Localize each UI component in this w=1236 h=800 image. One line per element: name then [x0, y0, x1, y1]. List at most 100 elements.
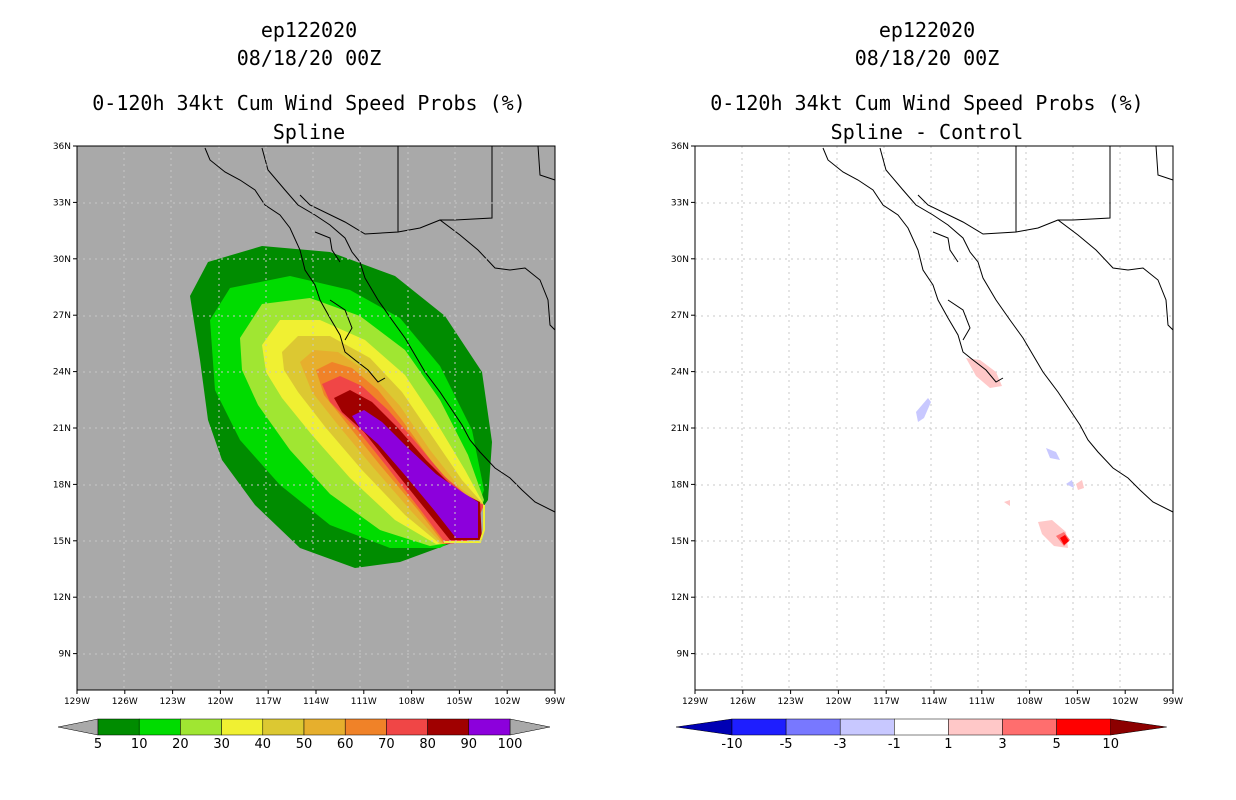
lat-tick-label: 15N — [53, 537, 71, 547]
left-lat-axis: 36N 33N 30N 27N 24N 21N 18N 15N 12N 9N — [53, 142, 77, 660]
colorbar-label: 100 — [498, 737, 523, 752]
lat-tick-label: 30N — [671, 255, 689, 265]
lon-tick-label: 108W — [1017, 697, 1043, 707]
lon-tick-label: 117W — [873, 697, 899, 707]
colorbar-swatch — [344, 718, 387, 736]
colorbar-swatch — [262, 718, 305, 736]
lat-tick-label: 12N — [671, 593, 689, 603]
lon-tick-label: 120W — [207, 697, 233, 707]
right-panel: ep122020 08/18/20 00Z 0-120h 34kt Cum Wi… — [618, 0, 1236, 800]
colorbar-swatch — [303, 718, 346, 736]
lon-tick-label: 102W — [1112, 697, 1138, 707]
right-lat-axis: 36N 33N 30N 27N 24N 21N 18N 15N 12N 9N — [671, 142, 695, 660]
lon-tick-label: 129W — [64, 697, 90, 707]
contour-edge — [444, 505, 485, 543]
lat-tick-label: 21N — [671, 424, 689, 434]
lon-tick-label: 114W — [303, 697, 329, 707]
colorbar-label: 70 — [378, 737, 395, 752]
left-title-method: Spline — [272, 120, 346, 144]
colorbar-label: 90 — [461, 737, 478, 752]
colorbar-swatch — [221, 718, 264, 736]
lat-tick-label: 24N — [53, 368, 71, 378]
lon-tick-label: 114W — [921, 697, 947, 707]
lon-tick-label: 105W — [1064, 697, 1090, 707]
left-colorbar: 5 10 20 30 40 50 60 70 80 90 100 — [57, 718, 551, 752]
colorbar-swatch — [839, 718, 895, 736]
lat-tick-label: 21N — [53, 424, 71, 434]
colorbar-label: 1 — [944, 737, 952, 752]
colorbar-over-triangle — [509, 718, 551, 736]
contour-90 — [352, 410, 478, 538]
lat-tick-label: 36N — [53, 142, 71, 152]
colorbar-under-triangle — [675, 718, 733, 736]
colorbar-label: 5 — [1052, 737, 1060, 752]
left-panel: ep122020 08/18/20 00Z 0-120h 34kt Cum Wi… — [53, 18, 565, 752]
colorbar-label: -3 — [834, 737, 847, 752]
colorbar-swatch — [731, 718, 787, 736]
colorbar-label: 50 — [296, 737, 313, 752]
lat-tick-label: 15N — [671, 537, 689, 547]
lon-tick-label: 120W — [825, 697, 851, 707]
diff-positive-small1 — [1076, 480, 1084, 490]
lat-tick-label: 36N — [671, 142, 689, 152]
right-difference-contours — [916, 358, 1084, 548]
colorbar-swatch — [1002, 718, 1057, 736]
left-title-product: 0-120h 34kt Cum Wind Speed Probs (%) — [92, 91, 526, 115]
lon-tick-label: 111W — [351, 697, 377, 707]
right-gridlines — [695, 146, 1173, 690]
colorbar-label: -10 — [721, 737, 742, 752]
lon-tick-label: 99W — [1163, 697, 1183, 707]
lon-tick-label: 123W — [778, 697, 804, 707]
colorbar-under-triangle — [57, 718, 99, 736]
colorbar-over-triangle — [1110, 718, 1167, 736]
lon-tick-label: 117W — [255, 697, 281, 707]
colorbar-swatch — [97, 718, 140, 736]
left-lon-axis: 129W 126W 123W 120W 117W 114W 111W 108W 105W 102W… — [64, 690, 565, 707]
colorbar-swatch — [785, 718, 841, 736]
lon-tick-label: 126W — [730, 697, 756, 707]
colorbar-swatch — [1056, 718, 1111, 736]
colorbar-label: -5 — [780, 737, 793, 752]
diff-positive-small2 — [1004, 500, 1010, 506]
colorbar-swatch — [386, 718, 428, 736]
lon-tick-label: 108W — [399, 697, 425, 707]
diff-negative-small — [1066, 480, 1074, 488]
lon-tick-label: 111W — [969, 697, 995, 707]
right-colorbar: -10 -5 -3 -1 1 3 5 10 — [675, 718, 1167, 752]
right-title-method: Spline - Control — [830, 120, 1024, 144]
diff-negative-mid — [1046, 448, 1060, 460]
colorbar-swatch — [948, 718, 1003, 736]
colorbar-label: 3 — [998, 737, 1006, 752]
right-title-datetime: 08/18/20 00Z — [854, 46, 1000, 70]
lon-tick-label: 123W — [160, 697, 186, 707]
lat-tick-label: 9N — [677, 650, 689, 660]
left-gridlines — [77, 146, 555, 690]
colorbar-label: 10 — [1102, 737, 1119, 752]
right-map-background — [695, 146, 1173, 690]
lon-tick-label: 105W — [446, 697, 472, 707]
lat-tick-label: 9N — [59, 650, 71, 660]
lat-tick-label: 18N — [671, 480, 689, 490]
right-coastlines — [822, 145, 1174, 513]
diff-positive-baja — [966, 358, 1002, 388]
colorbar-label: 5 — [94, 737, 102, 752]
colorbar-label: 80 — [419, 737, 436, 752]
colorbar-swatch — [180, 718, 222, 736]
colorbar-label: 10 — [131, 737, 148, 752]
diff-positive-peak — [1060, 535, 1069, 545]
lat-tick-label: 30N — [53, 255, 71, 265]
left-coastlines — [204, 145, 556, 513]
colorbar-label: 40 — [255, 737, 272, 752]
right-title-storm-id: ep122020 — [878, 18, 976, 42]
lat-tick-label: 27N — [53, 311, 71, 321]
lon-tick-label: 129W — [682, 697, 708, 707]
right-lon-axis: 129W 126W 123W 120W 117W 114W 111W 108W 105W 102W… — [682, 690, 1183, 707]
colorbar-swatch — [894, 718, 949, 736]
lat-tick-label: 33N — [53, 198, 71, 208]
lat-tick-label: 24N — [671, 368, 689, 378]
colorbar-label: 30 — [213, 737, 230, 752]
left-title-datetime: 08/18/20 00Z — [236, 46, 382, 70]
colorbar-label: -1 — [888, 737, 901, 752]
